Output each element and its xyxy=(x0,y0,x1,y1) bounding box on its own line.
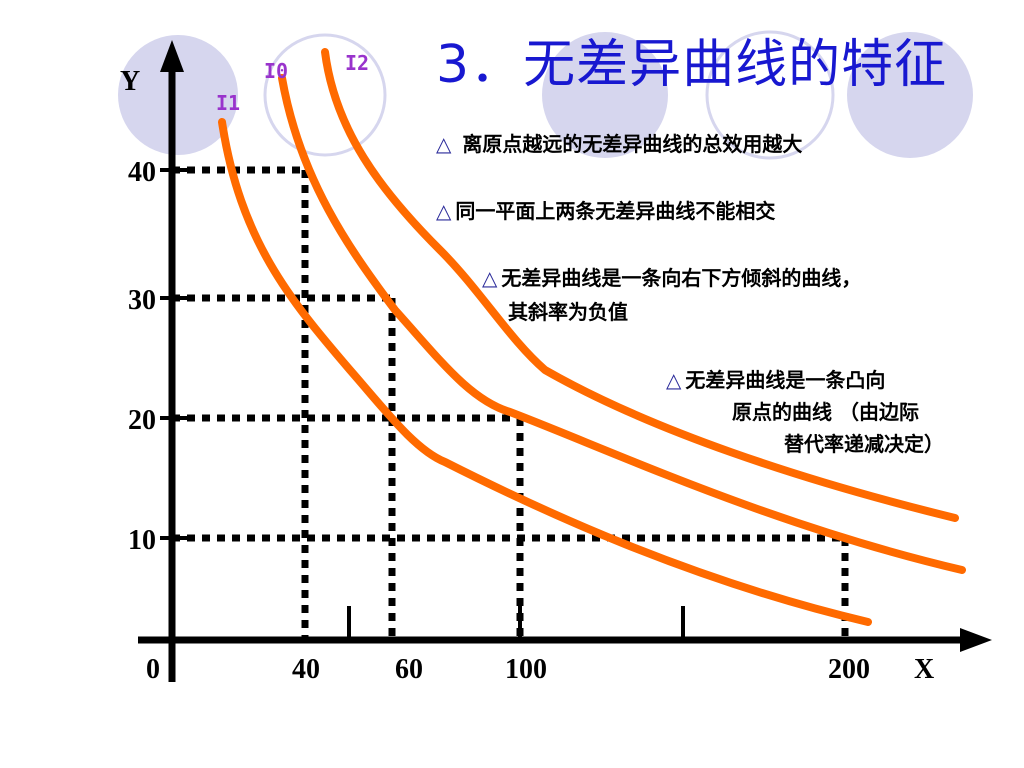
decor-circle-3 xyxy=(542,32,668,158)
bullet-3: △ 无差异曲线是一条向右下方倾斜的曲线， 其斜率为负值 xyxy=(482,261,861,329)
bullet-4-line-2: 原点的曲线 （由边际 xyxy=(732,400,919,424)
x-tick-label-60: 60 xyxy=(395,654,423,685)
bullet-4-line-3: 替代率递减决定） xyxy=(784,432,944,456)
decor-circle-4 xyxy=(705,30,835,160)
triangle-icon: △ xyxy=(436,132,452,156)
bullet-2-text: 同一平面上两条无差异曲线不能相交 xyxy=(455,199,776,223)
bullet-1: △ 离原点越远的无差异曲线的总效用越大 xyxy=(436,127,802,161)
bullet-2: △ 同一平面上两条无差异曲线不能相交 xyxy=(436,194,775,228)
curve-i1 xyxy=(218,118,872,626)
curve-i2 xyxy=(321,48,959,522)
y-tick-label-20: 20 xyxy=(128,405,156,436)
curve-label-i1: I1 xyxy=(216,91,240,115)
x-axis-label: X xyxy=(914,654,934,685)
y-tick-label-30: 30 xyxy=(128,285,156,316)
bullet-3-line-2: 其斜率为负值 xyxy=(508,300,628,324)
x-tick-label-40: 40 xyxy=(292,654,320,685)
curve-label-i0: I0 xyxy=(264,59,288,83)
x-tick-label-100: 100 xyxy=(505,654,547,685)
y-axis-arrow xyxy=(160,40,184,72)
y-axis-label: Y xyxy=(120,66,140,97)
y-tick-label-10: 10 xyxy=(128,525,156,556)
x-axis-arrow xyxy=(960,628,992,652)
triangle-icon: △ xyxy=(436,199,452,223)
y-tick-label-40: 40 xyxy=(128,157,156,188)
bullet-4-line-1: 无差异曲线是一条凸向 xyxy=(685,368,886,392)
curve-i0 xyxy=(278,74,966,574)
x-tick-label-200: 200 xyxy=(828,654,870,685)
triangle-icon: △ xyxy=(666,368,682,392)
decor-circle-5 xyxy=(847,32,973,158)
origin-label: 0 xyxy=(146,654,160,685)
bullet-4: △ 无差异曲线是一条凸向 原点的曲线 （由边际 替代率递减决定） xyxy=(666,364,944,460)
bullet-3-line-1: 无差异曲线是一条向右下方倾斜的曲线， xyxy=(501,266,862,290)
slide-title: 3．无差异曲线的特征 xyxy=(436,35,948,95)
decor-circle-1 xyxy=(118,35,238,155)
curve-label-i2: I2 xyxy=(345,51,369,75)
bullet-1-text: 离原点越远的无差异曲线的总效用越大 xyxy=(462,132,803,156)
triangle-icon: △ xyxy=(482,266,498,290)
